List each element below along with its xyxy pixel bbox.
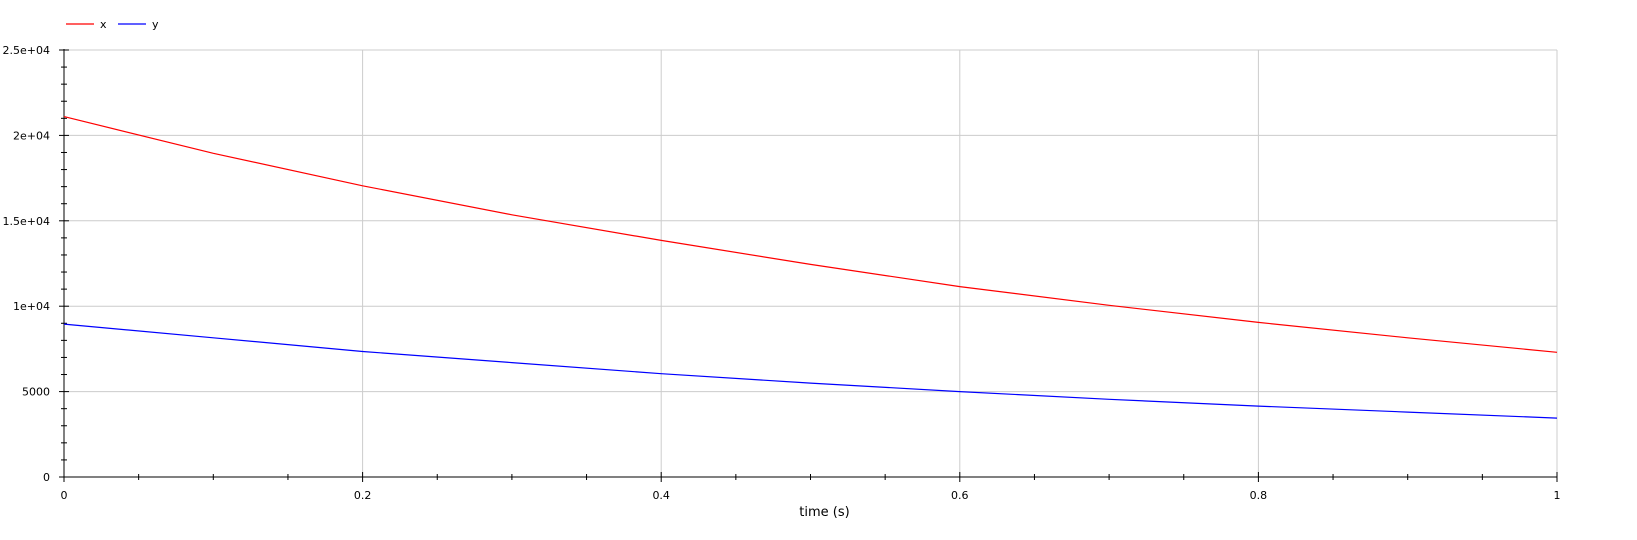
x-tick-label: 0.4 [652,489,670,502]
series-line-y [63,323,1558,419]
x-axis-title: time (s) [799,505,849,520]
y-tick-label: 2.5e+04 [3,44,50,57]
y-tick-label: 1.5e+04 [3,215,50,228]
x-tick-label: 0.8 [1250,489,1268,502]
x-tick-label: 0.6 [951,489,969,502]
tick-labels: 0 5000 1e+04 1.5e+04 2e+04 2.5e+04 0 0.2 0.4 0.6 0… [3,44,1561,502]
x-tick-label: 0.2 [354,489,372,502]
y-tick-label: 0 [43,471,50,484]
legend-label-x: x [100,18,107,31]
y-tick-label: 1e+04 [13,300,50,313]
series-layer [63,116,1558,419]
legend-label-y: y [152,18,159,31]
axes [59,49,1558,482]
series-line-x [63,116,1558,353]
grid [64,49,1558,477]
y-tick-label: 2e+04 [13,129,50,142]
y-tick-label: 5000 [22,386,50,399]
x-tick-label: 1 [1554,489,1561,502]
x-tick-label: 0 [61,489,68,502]
